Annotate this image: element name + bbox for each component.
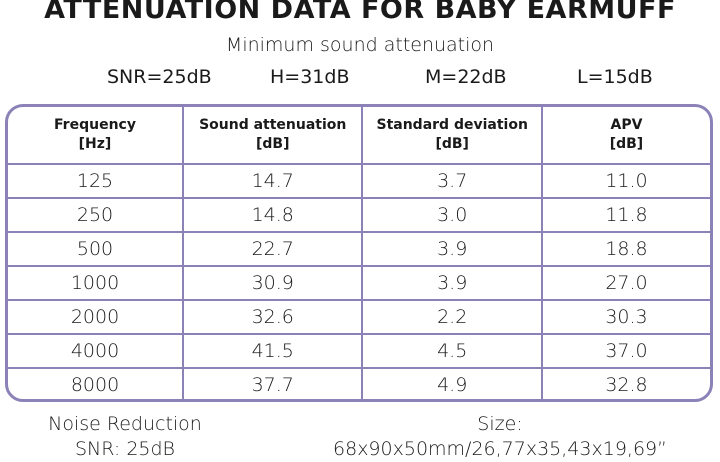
table-cell: 32.8 [540, 367, 710, 399]
table-cell: 125 [8, 163, 184, 199]
header-row: Frequency [Hz] Sound attenuation [dB] Standa… [8, 107, 710, 165]
table-cell: 14.8 [181, 197, 364, 233]
table-cell: 37.0 [540, 333, 710, 369]
header-line: [Hz] [78, 136, 112, 152]
table-row: 250 14.8 3.0 11.8 [8, 197, 710, 233]
table-cell: 4.9 [361, 367, 543, 399]
footer-line: SNR: 25dB [74, 438, 175, 460]
header-line: Standard deviation [376, 117, 528, 133]
table-row: 8000 37.7 4.9 32.8 [8, 367, 710, 399]
size-info: Size: 68x90x50mm/26,77x35,43x19,69” [290, 412, 710, 462]
table-cell: 250 [8, 197, 184, 233]
table-row: 500 22.7 3.9 18.8 [8, 231, 710, 267]
table-cell: 30.3 [540, 299, 710, 335]
header-line: [dB] [609, 136, 644, 152]
header-line: [dB] [435, 136, 469, 152]
table-cell: 22.7 [181, 231, 364, 267]
table-cell: 4000 [8, 333, 184, 369]
table-cell: 3.0 [361, 197, 543, 233]
table: Frequency [Hz] Sound attenuation [dB] Standa… [8, 107, 710, 399]
header-line: [dB] [255, 136, 290, 152]
table-row: 1000 30.9 3.9 27.0 [8, 265, 710, 301]
column-header: Sound attenuation [dB] [181, 107, 364, 165]
table-cell: 18.8 [540, 231, 710, 267]
footer-line: 68x90x50mm/26,77x35,43x19,69” [333, 438, 667, 460]
noise-reduction: Noise Reduction SNR: 25dB [20, 412, 230, 462]
table-cell: 8000 [8, 367, 184, 399]
table-cell: 3.9 [361, 265, 543, 301]
table-frame: Frequency [Hz] Sound attenuation [dB] Standa… [5, 104, 713, 402]
title: ATTENUATION DATA FOR BABY EARMUFF [44, 0, 676, 25]
subtitle: Minimum sound attenuation [225, 34, 495, 56]
column-header: Frequency [Hz] [8, 107, 184, 165]
table-cell: 11.8 [540, 197, 710, 233]
table-cell: 41.5 [181, 333, 364, 369]
rating: L=15dB [577, 66, 653, 88]
table-cell: 2000 [8, 299, 184, 335]
table-row: 125 14.7 3.7 11.0 [8, 163, 710, 199]
footer-line: Size: [477, 413, 523, 435]
table-cell: 32.6 [181, 299, 364, 335]
column-header: Standard deviation [dB] [361, 107, 543, 165]
table-cell: 3.9 [361, 231, 543, 267]
table-cell: 27.0 [540, 265, 710, 301]
table-cell: 14.7 [181, 163, 364, 199]
table-row: 2000 32.6 2.2 30.3 [8, 299, 710, 335]
header-line: APV [610, 117, 643, 133]
table-cell: 4.5 [361, 333, 543, 369]
table-cell: 2.2 [361, 299, 543, 335]
table-cell: 30.9 [181, 265, 364, 301]
rating: SNR=25dB [107, 66, 212, 88]
table-row: 4000 41.5 4.5 37.0 [8, 333, 710, 369]
table-cell: 1000 [8, 265, 184, 301]
table-cell: 11.0 [540, 163, 710, 199]
rating: M=22dB [425, 66, 507, 88]
header-line: Sound attenuation [199, 117, 347, 133]
table-cell: 3.7 [361, 163, 543, 199]
rating: H=31dB [270, 66, 350, 88]
table-cell: 37.7 [181, 367, 364, 399]
table-cell: 500 [8, 231, 184, 267]
column-header: APV [dB] [540, 107, 710, 165]
header-line: Frequency [54, 117, 136, 133]
footer-line: Noise Reduction [48, 413, 202, 435]
